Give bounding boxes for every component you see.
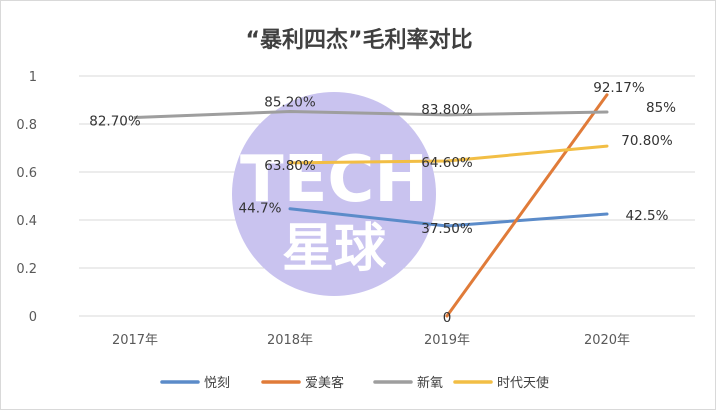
data-label: 63.80% <box>264 158 316 174</box>
data-label: 83.80% <box>421 102 473 118</box>
y-tick-label: 0.4 <box>16 214 37 229</box>
series-lines <box>133 93 609 318</box>
x-axis-ticks: 2017年 2018年 2019年 2020年 <box>112 333 630 348</box>
legend-label: 悦刻 <box>204 376 230 391</box>
y-tick-label: 0.6 <box>16 166 37 181</box>
data-label: 42.5% <box>626 208 669 224</box>
data-label: 85.20% <box>264 95 316 111</box>
data-label: 44.7% <box>239 201 282 217</box>
x-tick-label: 2020年 <box>584 333 630 348</box>
data-label: 85% <box>646 100 676 116</box>
legend-label: 时代天使 <box>497 375 549 391</box>
series-line-3 <box>133 110 609 120</box>
data-label: 82.70% <box>89 114 141 130</box>
data-label: 37.50% <box>421 221 473 237</box>
series-line-1 <box>288 207 609 228</box>
watermark-line1: TECH <box>240 143 428 217</box>
y-tick-label: 0 <box>29 310 37 325</box>
legend-label: 新氧 <box>417 375 443 391</box>
series-line-2 <box>445 93 609 318</box>
x-tick-label: 2018年 <box>267 333 313 348</box>
data-label: 92.17% <box>593 80 645 96</box>
watermark-logo: TECH 星球 <box>232 92 436 296</box>
chart-title: “暴利四杰”毛利率对比 <box>246 27 473 53</box>
series-line-4 <box>288 144 609 165</box>
data-label: 0 <box>443 310 452 326</box>
data-label: 64.60% <box>421 155 473 171</box>
y-tick-label: 1 <box>29 70 37 85</box>
legend-label: 爱美客 <box>305 375 344 391</box>
data-label: 70.80% <box>621 133 673 149</box>
x-tick-label: 2019年 <box>424 333 470 348</box>
y-axis-ticks: 0 0.2 0.4 0.6 0.8 1 <box>16 70 37 325</box>
data-labels: 44.7% 37.50% 42.5% 0 92.17% 82.70% 85.20% 83.80… <box>89 80 676 326</box>
watermark-line2: 星球 <box>282 219 387 279</box>
legend: 悦刻 爱美客 新氧 时代天使 <box>160 375 549 391</box>
x-tick-label: 2017年 <box>112 333 158 348</box>
y-tick-label: 0.2 <box>16 262 37 277</box>
y-tick-label: 0.8 <box>16 118 37 133</box>
